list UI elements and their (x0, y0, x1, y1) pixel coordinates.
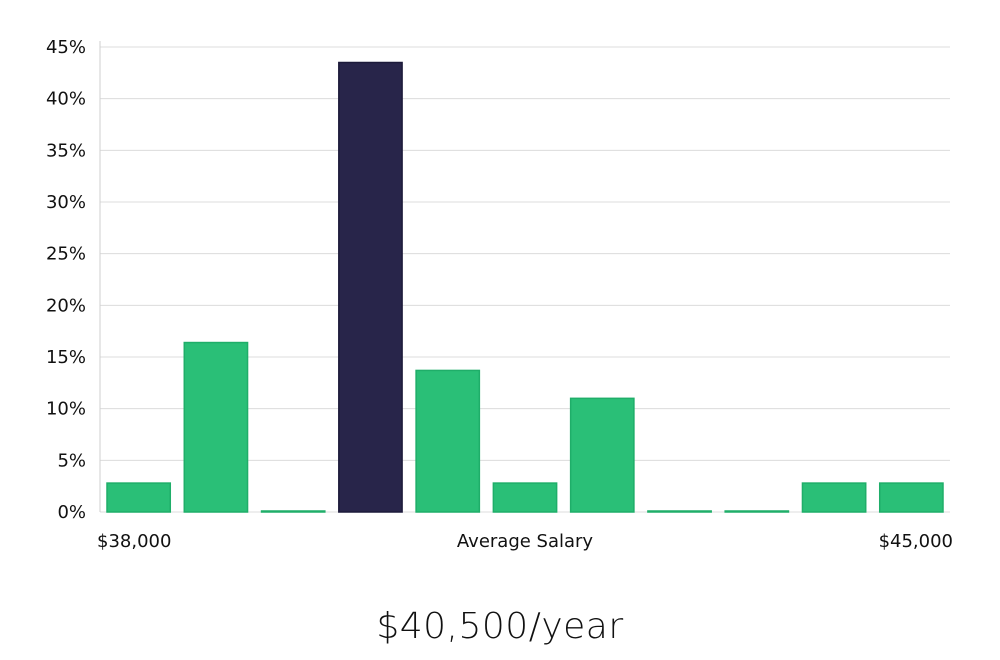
salary-histogram: 0% 5% 10% 15% 20% 25% 30% 35% 40% 45% $38,000 Ave… (46, 37, 953, 552)
y-tick-label: 10% (46, 399, 86, 420)
x-max-label: $45,000 (879, 531, 953, 552)
bar (492, 482, 558, 513)
y-tick-label: 40% (46, 89, 86, 110)
y-tick-label: 45% (46, 37, 86, 58)
bar (801, 482, 867, 513)
bar-highlighted (338, 61, 403, 513)
bar (647, 510, 712, 513)
bar (183, 341, 249, 513)
y-tick-label: 0% (57, 502, 86, 523)
y-tick-label: 5% (57, 450, 86, 471)
bar (106, 482, 172, 513)
y-tick-label: 30% (46, 192, 86, 213)
y-axis-ticks: 0% 5% 10% 15% 20% 25% 30% 35% 40% 45% (46, 37, 86, 523)
x-min-label: $38,000 (97, 531, 171, 552)
bars (106, 61, 944, 513)
average-salary-headline: $40,500/year (376, 606, 624, 647)
bar (415, 369, 481, 513)
bar (724, 510, 790, 513)
bar (878, 482, 944, 513)
bar (569, 397, 635, 513)
x-axis-title: Average Salary (457, 531, 594, 552)
bar (260, 510, 326, 513)
y-tick-label: 20% (46, 295, 86, 316)
y-tick-label: 35% (46, 140, 86, 161)
y-tick-label: 25% (46, 244, 86, 265)
y-tick-label: 15% (46, 347, 86, 368)
